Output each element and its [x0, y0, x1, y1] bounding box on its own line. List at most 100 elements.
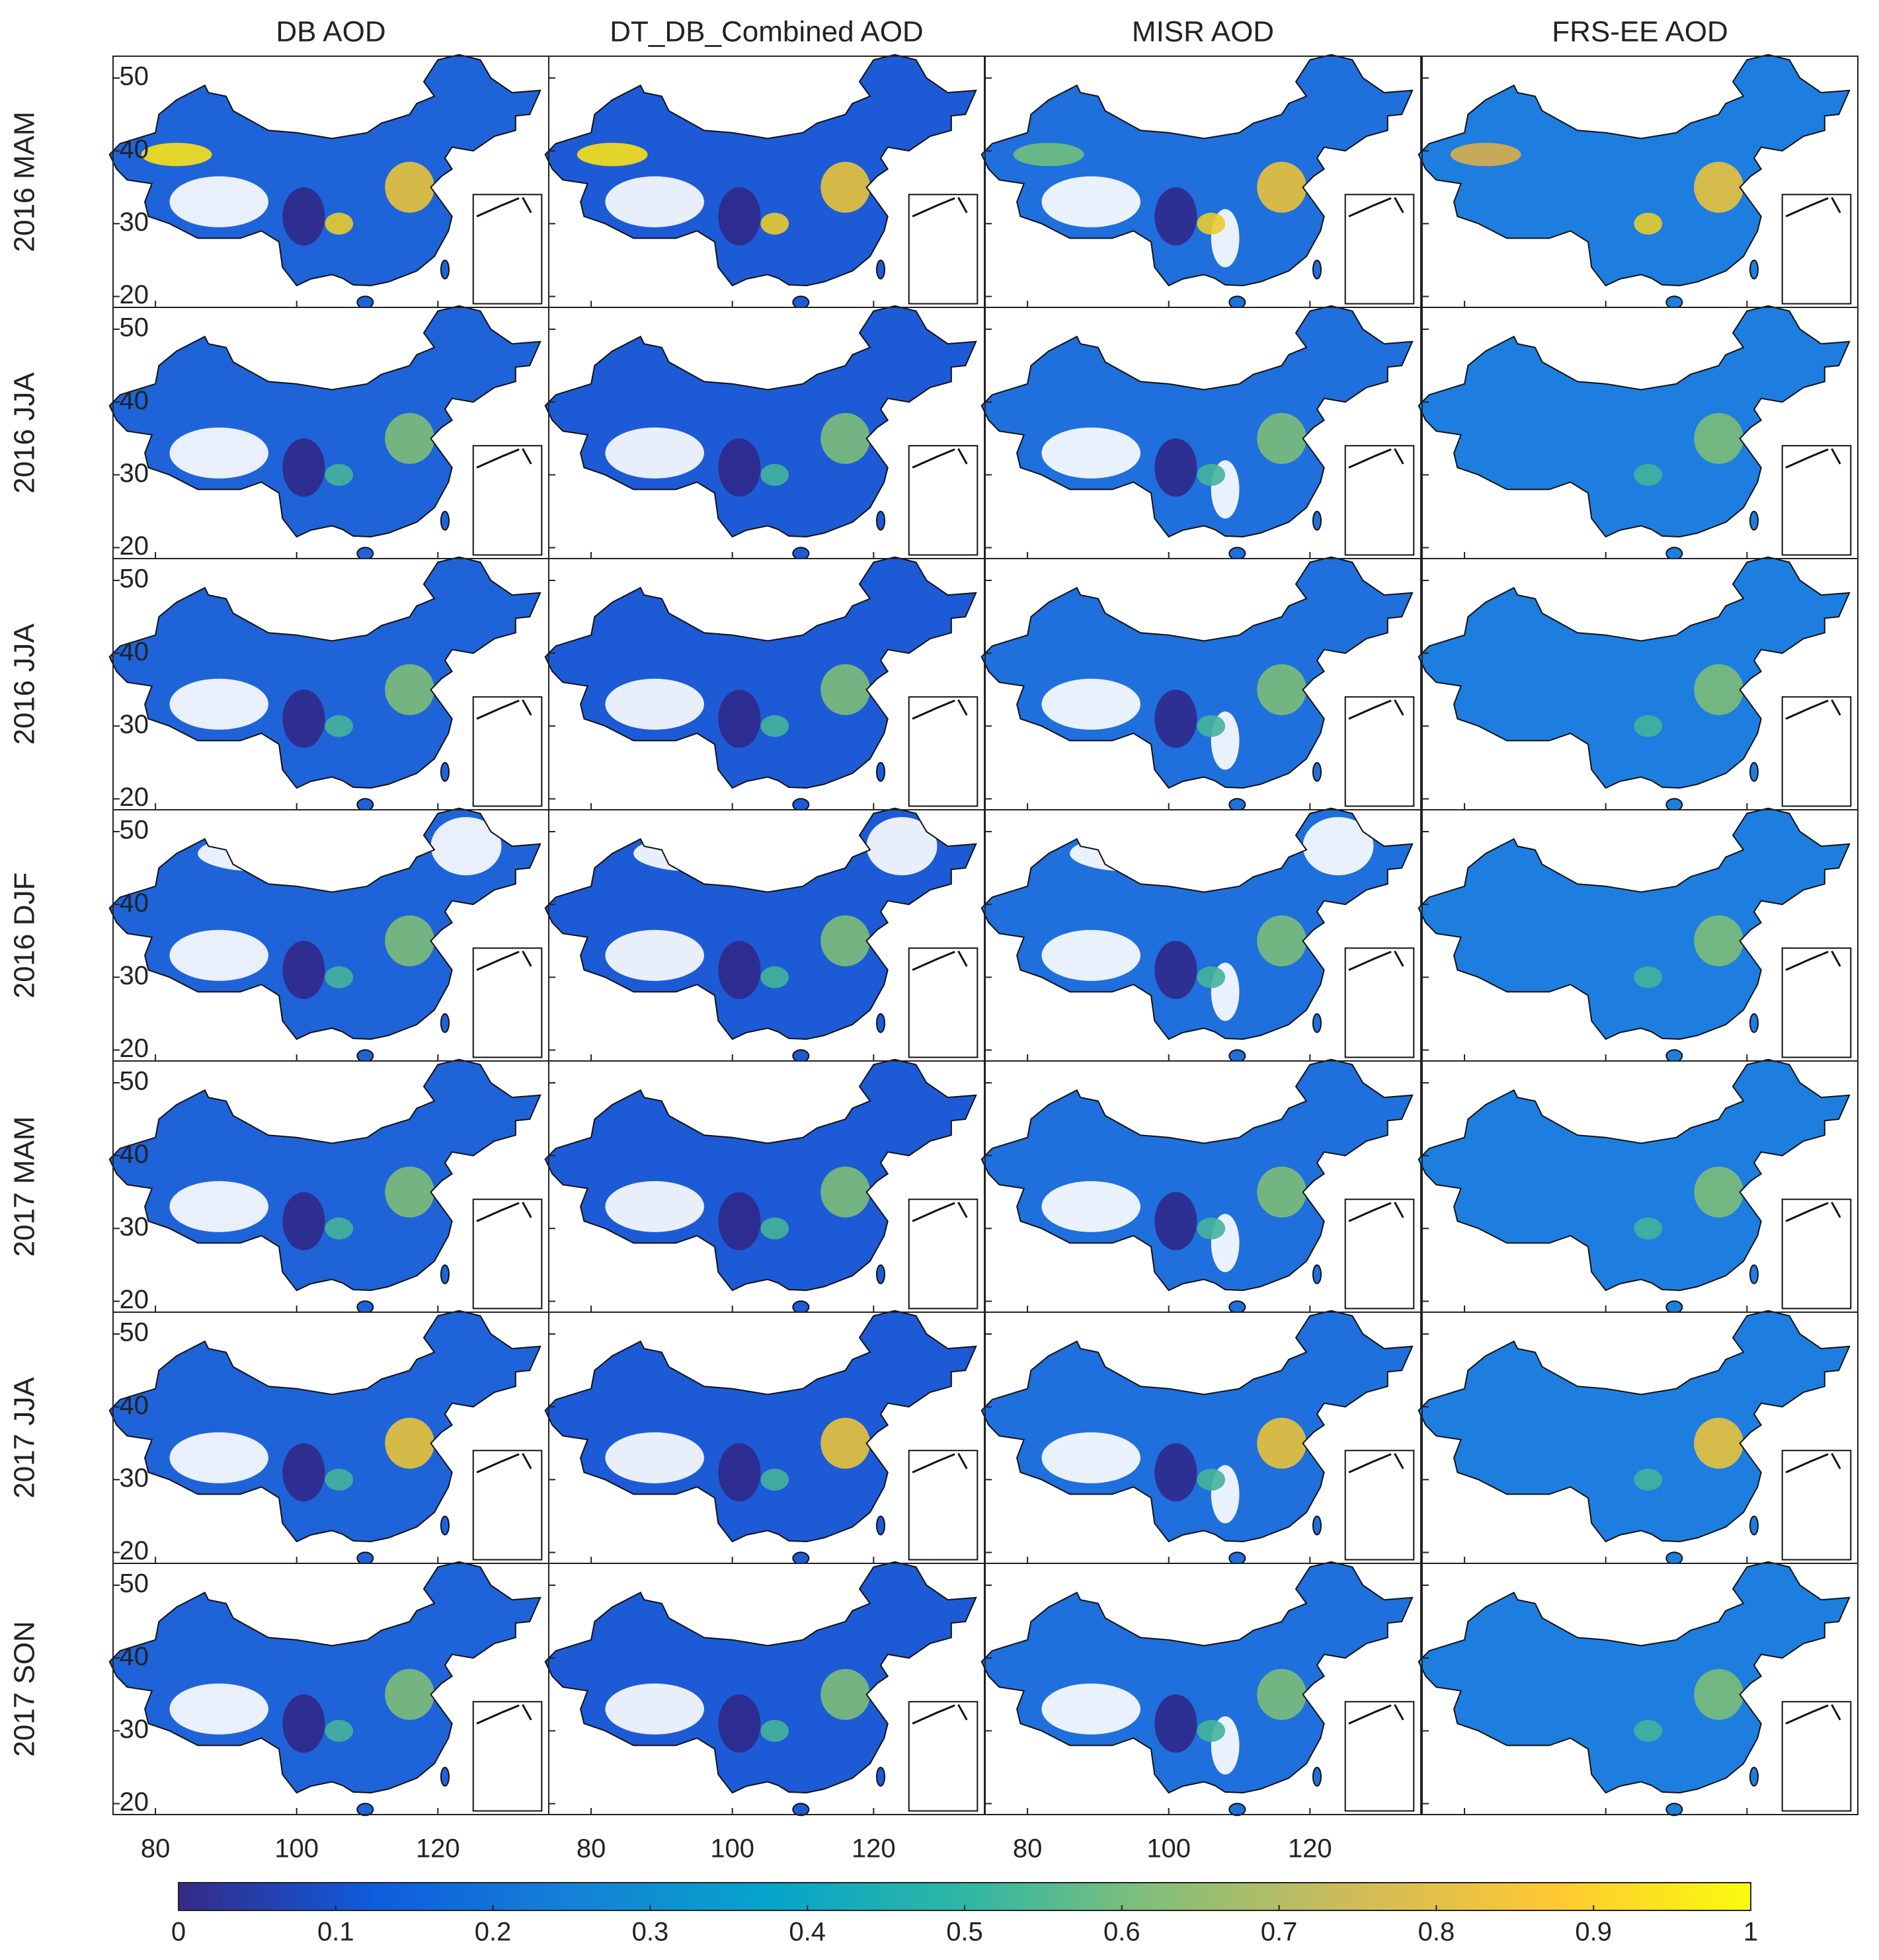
map-panel	[980, 807, 1421, 1063]
aod-patch	[718, 187, 761, 246]
colorbar-tick-label: 0.4	[789, 1918, 826, 1947]
inset-box	[472, 1701, 543, 1812]
taiwan	[440, 1515, 450, 1536]
y-tick-label: 50	[120, 1318, 149, 1347]
land	[545, 1310, 977, 1542]
aod-patch	[718, 1443, 761, 1502]
hainan	[1665, 1300, 1683, 1314]
map-fill	[981, 1310, 1413, 1542]
aod-patch	[820, 664, 870, 715]
map-panel	[1418, 1058, 1859, 1314]
aod-patch	[605, 678, 704, 730]
taiwan	[440, 1264, 450, 1284]
aod-patch	[1154, 941, 1197, 1000]
aod-patch	[1634, 212, 1663, 235]
aod-patch	[1694, 412, 1743, 464]
land	[1418, 1561, 1850, 1793]
coastline	[544, 54, 977, 287]
aod-patch	[430, 817, 502, 876]
inset-coast	[476, 1452, 532, 1473]
coastline	[1418, 1058, 1851, 1292]
coastline	[980, 1561, 1414, 1794]
aod-patch	[1197, 966, 1226, 988]
panel-frame	[984, 1563, 1421, 1815]
land	[109, 557, 541, 788]
map-panel	[108, 1561, 549, 1817]
inset-box	[908, 445, 979, 556]
aod-patch	[1257, 915, 1306, 966]
land	[1418, 557, 1850, 788]
map-panel	[1418, 807, 1859, 1063]
map-fill	[1418, 1561, 1850, 1793]
taiwan	[875, 1013, 885, 1033]
taiwan	[1312, 762, 1322, 782]
x-tick-label: 100	[1146, 1834, 1191, 1863]
map-fill	[545, 808, 977, 1039]
aod-patch	[1257, 1668, 1306, 1720]
inset-box	[1781, 947, 1852, 1058]
map-panel	[544, 807, 985, 1063]
map-panel	[108, 305, 549, 561]
inset-coast	[912, 1704, 968, 1725]
colorbar-tick-label: 0.6	[1103, 1918, 1140, 1947]
coastline	[980, 305, 1414, 538]
inset-coast	[1348, 1201, 1404, 1222]
aod-patch	[718, 1192, 761, 1251]
row-label: 2017 MAM	[9, 1117, 41, 1257]
y-tick-label: 40	[120, 386, 149, 415]
map-panel	[544, 305, 985, 561]
map-fill	[981, 1561, 1413, 1793]
inset-coast	[1785, 1452, 1841, 1473]
aod-patch	[718, 438, 761, 497]
inset-box	[1781, 696, 1852, 807]
inset-coast	[1348, 950, 1404, 971]
hainan	[1665, 295, 1683, 309]
aod-patch	[1257, 1417, 1306, 1469]
panel-frame	[1421, 1563, 1859, 1815]
row-label: 2016 DJF	[9, 873, 41, 999]
y-tick-label: 50	[120, 1067, 149, 1096]
hainan	[1228, 1803, 1246, 1817]
aod-patch	[1694, 1668, 1743, 1720]
coastline	[544, 305, 977, 538]
coastline	[980, 1058, 1414, 1292]
aod-patch	[1257, 664, 1306, 715]
map-fill	[545, 305, 977, 537]
inset-box	[1344, 445, 1415, 556]
map-panel	[1418, 1561, 1859, 1817]
coastline	[544, 1058, 977, 1292]
inset-coast	[476, 448, 532, 469]
inset-box	[472, 696, 543, 807]
map-fill	[981, 54, 1413, 286]
colorbar-tick-label: 0.1	[317, 1918, 354, 1947]
map-fill	[1418, 1059, 1850, 1290]
map-fill	[109, 54, 541, 286]
map-fill	[981, 808, 1413, 1039]
aod-patch	[820, 1166, 870, 1218]
aod-patch	[1154, 187, 1197, 246]
land	[1418, 305, 1850, 537]
inset-coast	[1348, 1452, 1404, 1473]
inset-coast	[1785, 1704, 1841, 1725]
taiwan	[1749, 259, 1759, 280]
taiwan	[875, 1264, 885, 1284]
aod-patch	[325, 1468, 354, 1491]
taiwan	[1749, 1264, 1759, 1284]
coastline	[544, 1561, 977, 1794]
aod-patch	[325, 212, 354, 235]
inset-coast	[476, 950, 532, 971]
inset-coast	[1348, 196, 1404, 217]
inset-coast	[1348, 1704, 1404, 1725]
colorbar-tick-label: 0.9	[1575, 1918, 1612, 1947]
row-label: 2016 MAM	[9, 112, 41, 253]
coastline	[1418, 1310, 1851, 1543]
map-fill	[545, 1561, 977, 1793]
aod-patch	[1302, 817, 1374, 876]
coastline	[108, 305, 541, 538]
aod-patch	[1041, 1181, 1140, 1232]
inset-box	[472, 947, 543, 1058]
aod-patch	[1013, 143, 1084, 167]
aod-patch	[1197, 212, 1226, 235]
hainan	[792, 1300, 810, 1314]
hainan	[356, 1551, 374, 1565]
